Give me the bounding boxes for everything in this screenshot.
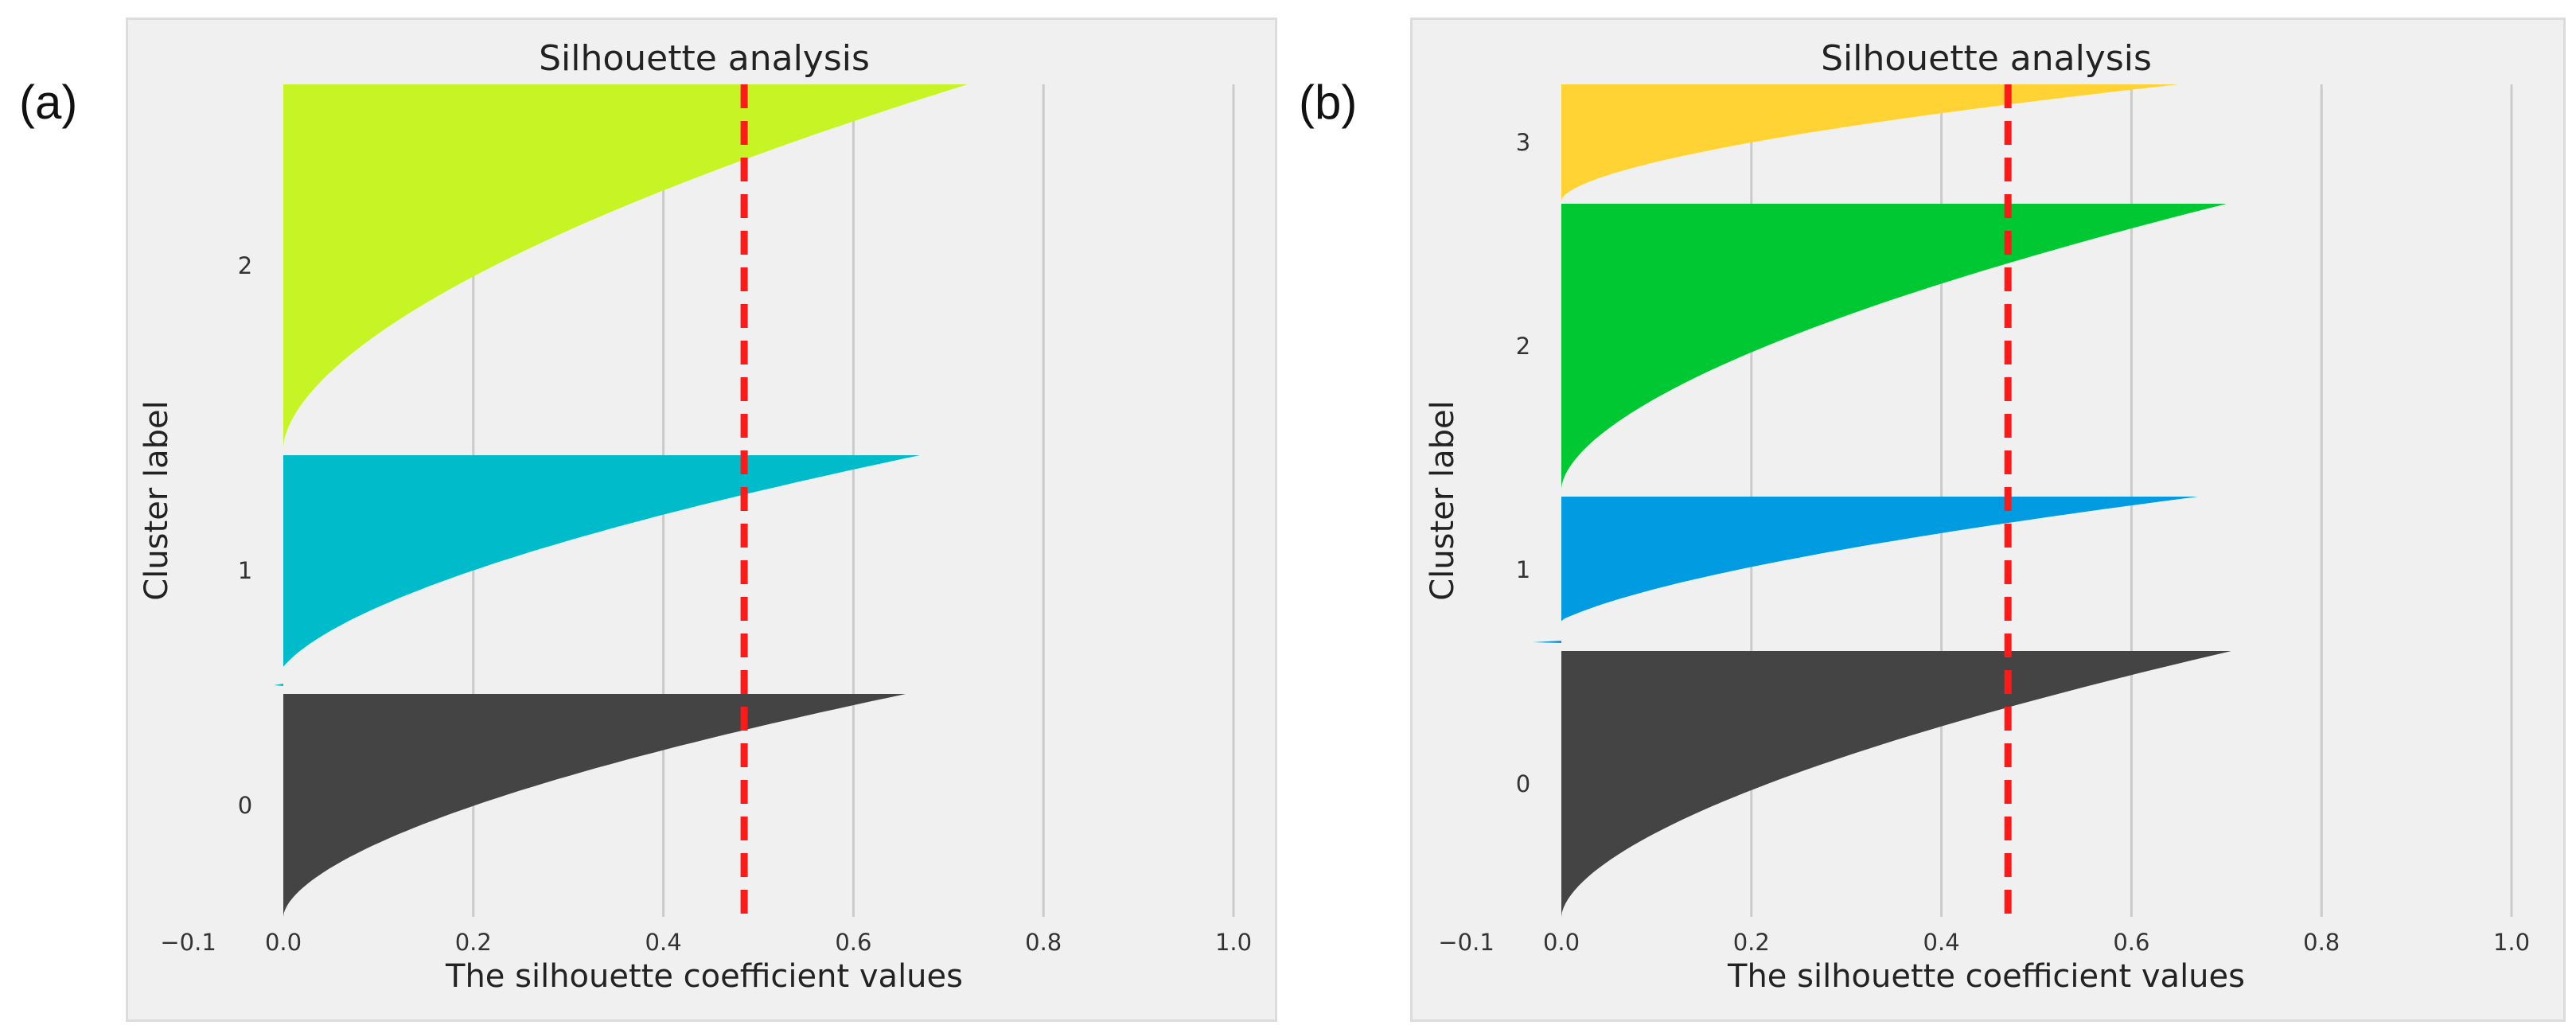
cluster-tick-label-2-a: 2	[238, 252, 252, 279]
silhouette-cluster-2-a	[283, 84, 968, 447]
x-tick-label-b-0: −0.1	[1438, 929, 1494, 956]
cluster-tick-label-1-b: 1	[1516, 556, 1530, 583]
y-axis-label-a: Cluster label	[138, 400, 175, 600]
x-tick-label-a-6: 1.0	[1215, 929, 1252, 956]
cluster-tick-label-0-a: 0	[238, 792, 252, 819]
panel-label-a: (a)	[19, 76, 78, 129]
x-tick-label-b-4: 0.6	[2113, 929, 2149, 956]
x-tick-label-a-2: 0.2	[455, 929, 492, 956]
cluster-tick-label-2-b: 2	[1516, 333, 1530, 360]
silhouette-cluster-3-b	[1561, 84, 2180, 201]
x-tick-label-b-2: 0.2	[1733, 929, 1770, 956]
cluster-tick-label-3-b: 3	[1516, 129, 1530, 156]
chart-title-b: Silhouette analysis	[1821, 38, 2152, 79]
silhouette-cluster-1-a	[274, 455, 921, 686]
y-axis-label-b: Cluster label	[1424, 400, 1461, 600]
x-tick-label-a-4: 0.6	[835, 929, 871, 956]
x-tick-label-a-0: −0.1	[160, 929, 216, 956]
silhouette-cluster-1-b	[1533, 497, 2198, 643]
chart-title-a: Silhouette analysis	[539, 38, 870, 79]
x-tick-label-a-5: 0.8	[1025, 929, 1062, 956]
x-tick-label-b-5: 0.8	[2303, 929, 2340, 956]
silhouette-cluster-0-a	[283, 694, 906, 917]
x-axis-label-a: The silhouette coefficient values	[445, 958, 963, 995]
panel-label-b: (b)	[1299, 76, 1358, 129]
x-tick-label-b-3: 0.4	[1923, 929, 1960, 956]
silhouette-cluster-0-b	[1561, 651, 2231, 917]
x-axis-label-b: The silhouette coefficient values	[1727, 958, 2245, 995]
x-tick-label-a-3: 0.4	[645, 929, 682, 956]
silhouette-cluster-2-b	[1561, 204, 2227, 489]
cluster-tick-label-0-b: 0	[1516, 770, 1530, 797]
x-tick-label-b-1: 0.0	[1543, 929, 1580, 956]
x-tick-label-a-1: 0.0	[265, 929, 302, 956]
cluster-tick-label-1-a: 1	[238, 557, 252, 584]
x-tick-label-b-6: 1.0	[2493, 929, 2530, 956]
